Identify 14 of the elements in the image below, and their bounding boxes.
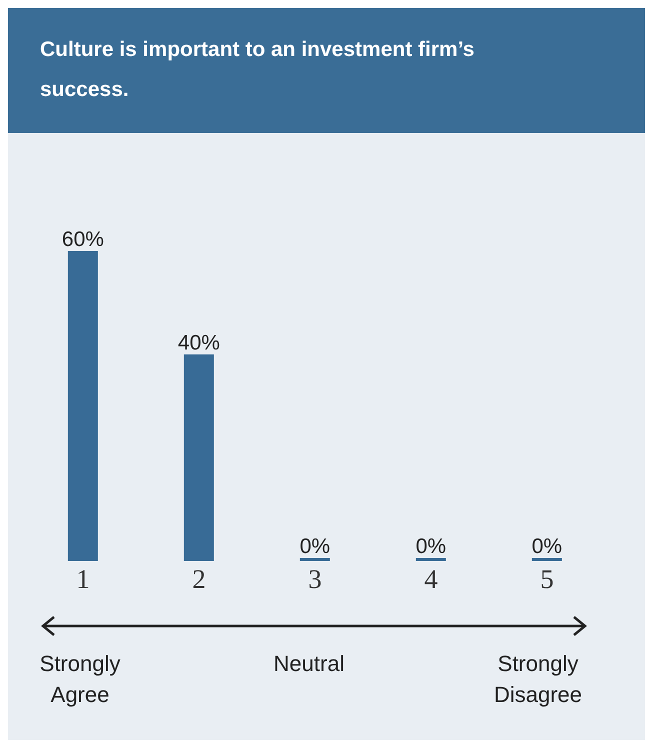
x-tick-label: 4	[424, 564, 438, 594]
chart-title: Culture is important to an investment firm’s success.	[8, 8, 645, 133]
x-tick-label: 1	[76, 564, 90, 594]
x-tick-label: 3	[308, 564, 322, 594]
x-tick-label: 2	[192, 564, 206, 594]
x-tick-label: 5	[540, 564, 554, 594]
data-label: 40%	[178, 331, 220, 354]
text: Neutral	[272, 650, 346, 678]
data-label: 60%	[62, 228, 104, 251]
text: Strongly Agree	[38, 650, 122, 709]
text: Strongly Disagree	[492, 650, 584, 709]
data-label: 0%	[416, 535, 446, 558]
data-label: 0%	[300, 535, 330, 558]
data-label: 0%	[532, 535, 562, 558]
